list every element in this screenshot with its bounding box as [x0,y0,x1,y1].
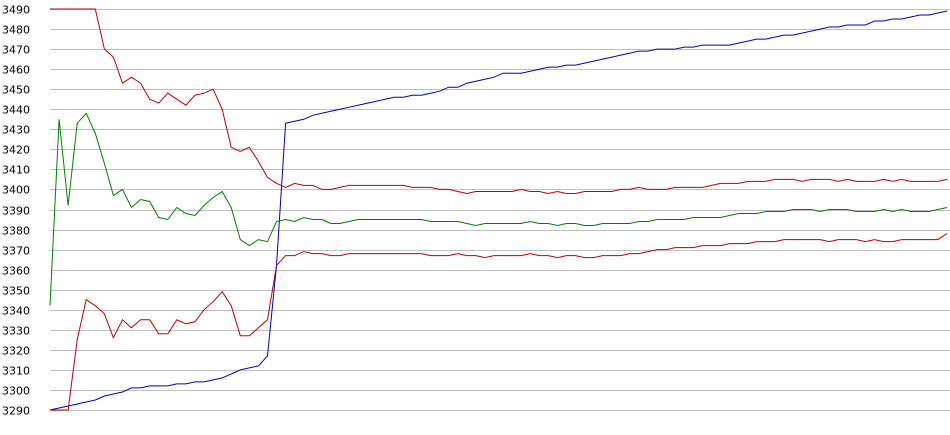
y-tick-label: 3300 [2,385,30,398]
y-tick-label: 3400 [2,184,30,197]
y-tick-label: 3350 [2,285,30,298]
y-tick-label: 3480 [2,24,30,37]
y-tick-label: 3430 [2,124,30,137]
y-tick-label: 3380 [2,225,30,238]
y-tick-label: 3390 [2,205,30,218]
y-tick-label: 3310 [2,365,30,378]
series-line-4 [50,233,948,411]
y-axis-ticks: 3290 3300 3310 3320 3330 3340 3350 3360 3370 3380… [2,4,30,418]
series-line-3 [49,112,948,306]
series-lines [49,8,948,411]
y-tick-label: 3320 [2,345,30,358]
y-tick-label: 3460 [2,64,30,77]
y-tick-label: 3330 [2,325,30,338]
y-tick-label: 3410 [2,164,30,177]
y-tick-label: 3370 [2,245,30,258]
y-tick-label: 3440 [2,104,30,117]
y-tick-label: 3450 [2,84,30,97]
series-line-1 [49,10,948,411]
y-tick-label: 3470 [2,44,30,57]
y-tick-label: 3340 [2,305,30,318]
y-tick-label: 3360 [2,265,30,278]
y-tick-label: 3420 [2,144,30,157]
y-tick-label: 3490 [2,4,30,17]
series-line-2 [50,8,948,195]
y-tick-label: 3290 [2,405,30,418]
